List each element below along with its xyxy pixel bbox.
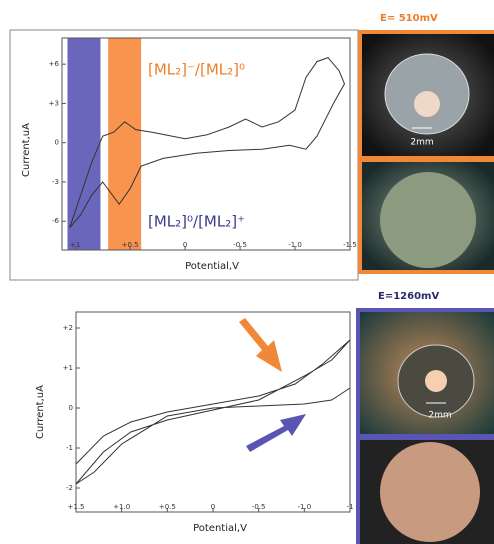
x-tick-label: -1.0 (297, 503, 311, 511)
annotation: [ML₂]⁻/[ML₂]⁰ (148, 61, 245, 79)
y-axis-label: Current,uA (35, 385, 46, 439)
x-tick-label: +1.5 (68, 503, 85, 511)
arrows (239, 318, 306, 452)
y-tick-label: -3 (52, 178, 59, 186)
x-tick-label: -1.5 (343, 241, 357, 249)
arrow (246, 414, 306, 452)
y-tick-label: +6 (49, 60, 60, 68)
y-axis-label: Current,uA (21, 123, 32, 177)
x-tick-label: +1 (70, 241, 80, 249)
x-axis-label: Potential,V (193, 523, 247, 534)
x-axis-label: Potential,V (185, 261, 239, 272)
surface (380, 442, 480, 542)
x-tick-label: 0 (183, 241, 187, 249)
disk (414, 91, 440, 117)
photo-title: E=1260mV (378, 291, 439, 302)
y-tick-label: 0 (55, 139, 59, 147)
photo-panel-2: 2mm E=1260mV (356, 291, 494, 544)
y-tick-label: +1 (63, 364, 73, 372)
y-tick-label: -1 (66, 444, 73, 452)
y-tick-label: +2 (63, 324, 73, 332)
y-tick-label: -6 (52, 217, 60, 225)
disk (425, 370, 447, 392)
surface (380, 172, 476, 268)
cv-curve (76, 340, 350, 484)
annotation: [ML₂]⁰/[ML₂]⁺ (148, 213, 245, 231)
arrow (239, 318, 282, 372)
figure: 2mm E= 510mV 2mm E=1260mV +1 +0.5 0 -0.5 -1.… (0, 0, 494, 544)
photo-panel-1: 2mm E= 510mV (358, 13, 494, 274)
x-tick-label: 0 (211, 503, 215, 511)
x-tick-label: -0.5 (233, 241, 247, 249)
x-tick-label: -1 (347, 503, 354, 511)
x-tick-label: +0.5 (122, 241, 139, 249)
band (108, 38, 141, 250)
plot-frame (76, 312, 350, 512)
y-tick-label: -2 (66, 484, 73, 492)
x-tick-label: -0.5 (252, 503, 266, 511)
y-tick-label: 0 (69, 404, 73, 412)
photo-title: E= 510mV (380, 13, 438, 24)
x-tick-label: +0.5 (159, 503, 176, 511)
scale-label: 2mm (410, 138, 433, 148)
x-tick-label: -1.0 (288, 241, 302, 249)
y-tick-label: +3 (49, 99, 59, 107)
x-tick-label: +1.0 (113, 503, 130, 511)
scale-label: 2mm (428, 411, 451, 421)
